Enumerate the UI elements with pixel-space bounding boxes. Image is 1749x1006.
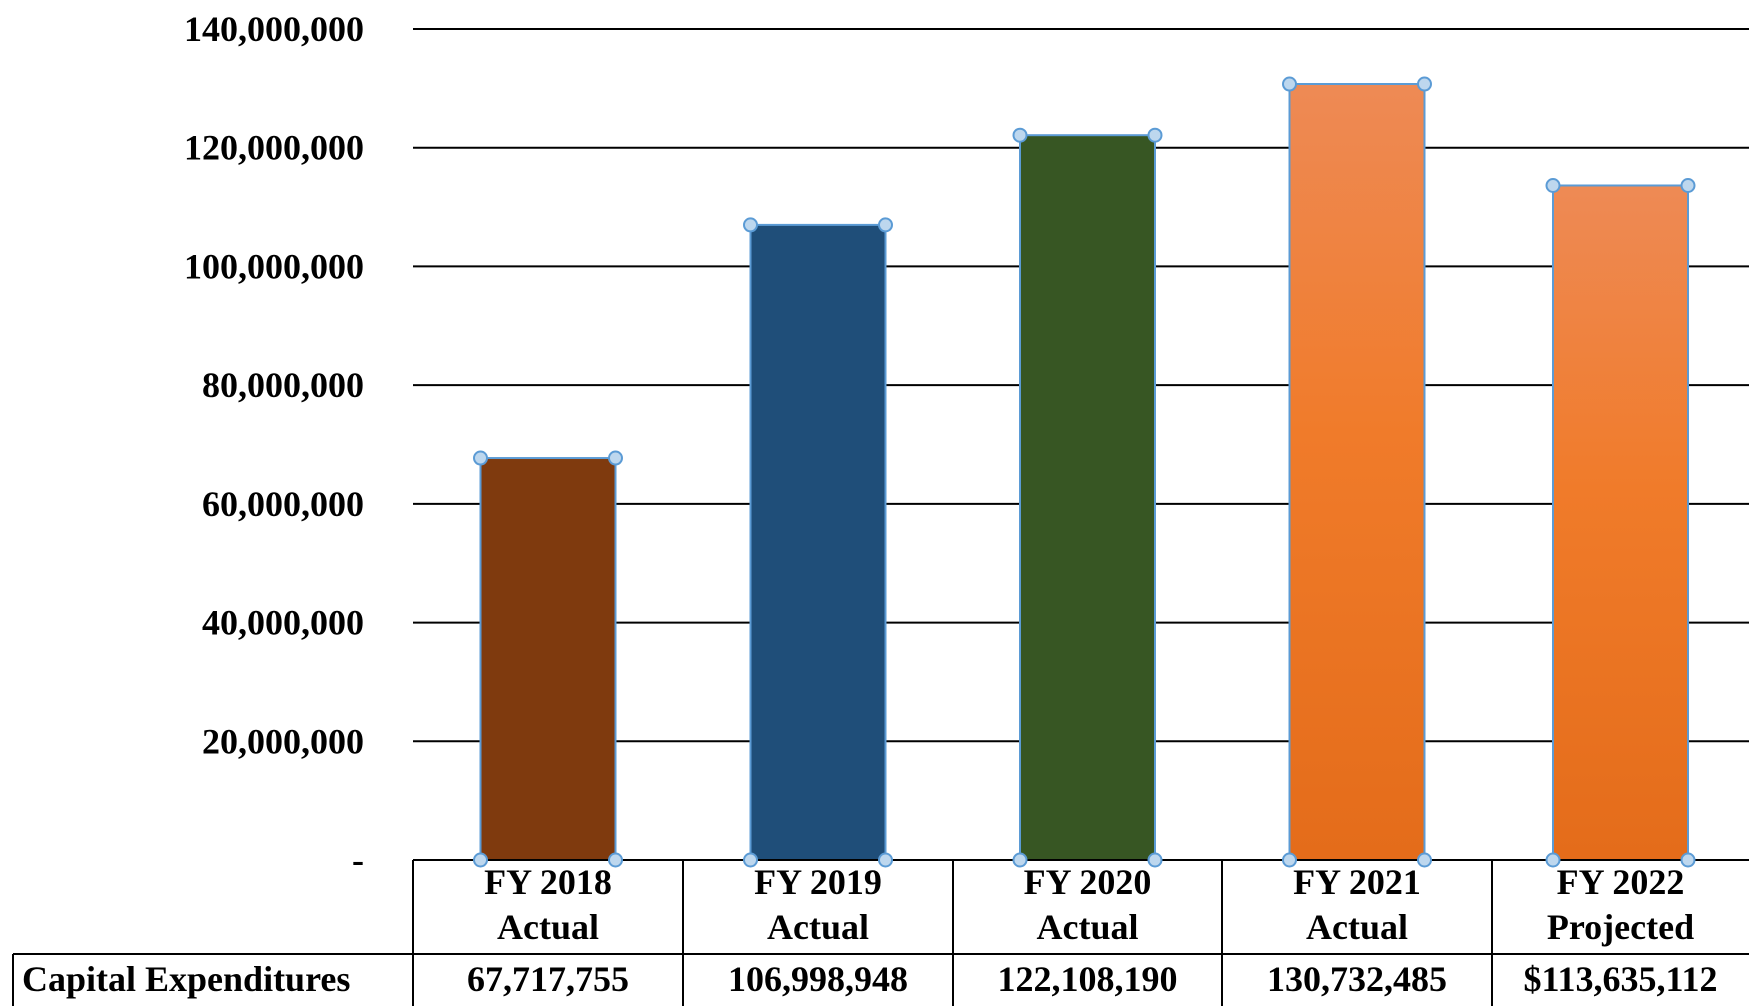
selection-handle[interactable] xyxy=(473,450,488,466)
selection-handles xyxy=(473,76,1696,868)
selection-handle[interactable] xyxy=(1147,852,1163,868)
bar-fy-2021[interactable] xyxy=(1288,83,1426,861)
selection-handle[interactable] xyxy=(1545,177,1561,193)
selection-handle[interactable] xyxy=(608,450,623,466)
selection-handle[interactable] xyxy=(1012,127,1028,143)
y-tick-label: 80,000,000 xyxy=(202,365,364,405)
bar-fy-2019[interactable] xyxy=(749,223,887,861)
selection-handle[interactable] xyxy=(878,217,893,233)
selection-handle[interactable] xyxy=(743,217,758,233)
table-cell-value: 67,717,755 xyxy=(467,959,629,999)
selection-handle[interactable] xyxy=(473,852,488,868)
selection-handle[interactable] xyxy=(608,852,623,868)
table-cell-value: $113,635,112 xyxy=(1523,959,1717,999)
y-tick-label: 20,000,000 xyxy=(202,721,364,761)
selection-handle[interactable] xyxy=(878,852,893,868)
bar-fy-2020[interactable] xyxy=(1019,134,1156,861)
y-tick-label: 120,000,000 xyxy=(184,128,364,168)
x-category-sublabel: Actual xyxy=(767,907,869,947)
bar-fy-2022[interactable] xyxy=(1552,184,1689,861)
x-category-label: FY 2018 xyxy=(484,862,612,902)
selection-handle[interactable] xyxy=(1417,76,1432,92)
selection-handle[interactable] xyxy=(1282,852,1297,868)
selection-handle[interactable] xyxy=(1012,852,1028,868)
x-category-label: FY 2020 xyxy=(1024,862,1152,902)
selection-handle[interactable] xyxy=(1680,177,1696,193)
selection-handle[interactable] xyxy=(1680,852,1696,868)
table-row-label: Capital Expenditures xyxy=(22,959,350,999)
y-tick-label: 60,000,000 xyxy=(202,484,364,524)
bar-fy-2018[interactable] xyxy=(479,457,617,861)
data-table: FY 2018 Actual FY 2019 Actual FY 2020 Actual F… xyxy=(12,859,1749,1006)
selection-handle[interactable] xyxy=(1147,127,1163,143)
x-category-label: FY 2019 xyxy=(754,862,882,902)
selection-handle[interactable] xyxy=(1417,852,1432,868)
y-tick-label: - xyxy=(352,840,364,880)
y-tick-label: 100,000,000 xyxy=(184,246,364,286)
selection-handle[interactable] xyxy=(743,852,758,868)
y-tick-label: 40,000,000 xyxy=(202,603,364,643)
bars xyxy=(479,83,1689,861)
x-category-sublabel: Actual xyxy=(1306,907,1408,947)
x-category-sublabel: Actual xyxy=(1037,907,1139,947)
y-tick-label: 140,000,000 xyxy=(184,9,364,49)
table-cell-value: 122,108,190 xyxy=(998,959,1178,999)
table-cell-value: 106,998,948 xyxy=(728,959,908,999)
y-axis-ticks: - 20,000,000 40,000,000 60,000,000 80,000,00… xyxy=(184,9,364,880)
x-category-label: FY 2022 xyxy=(1557,862,1685,902)
selection-handle[interactable] xyxy=(1545,852,1561,868)
x-category-sublabel: Projected xyxy=(1547,907,1694,947)
x-category-sublabel: Actual xyxy=(497,907,599,947)
selection-handle[interactable] xyxy=(1282,76,1297,92)
table-cell-value: 130,732,485 xyxy=(1267,959,1447,999)
x-category-label: FY 2021 xyxy=(1293,862,1421,902)
